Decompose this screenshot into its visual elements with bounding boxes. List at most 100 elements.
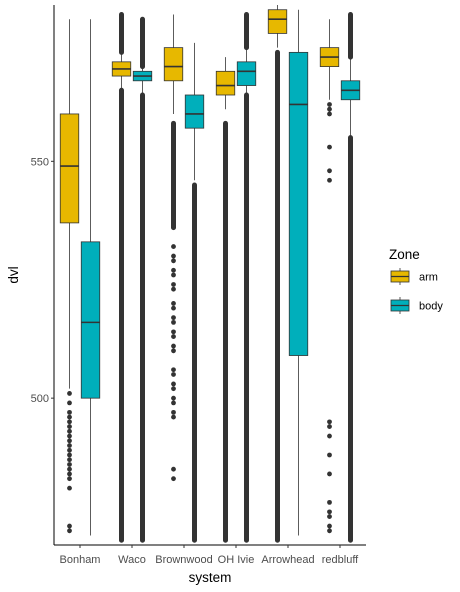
outlier-point bbox=[67, 471, 72, 477]
outlier-point bbox=[171, 334, 176, 339]
legend-item-arm: arm bbox=[390, 268, 438, 285]
outlier-point bbox=[67, 457, 72, 463]
outlier-point bbox=[67, 428, 72, 434]
y-axis-title: dvl bbox=[6, 266, 21, 283]
outlier-point bbox=[171, 343, 176, 349]
outlier-point bbox=[171, 414, 176, 420]
outlier-point bbox=[171, 386, 176, 392]
outlier-point bbox=[171, 329, 176, 335]
box-arm-arrowhead bbox=[267, 5, 288, 543]
outlier-point bbox=[327, 111, 332, 117]
outlier-point bbox=[171, 305, 176, 311]
outlier-point bbox=[327, 168, 332, 174]
box-arm-redbluff bbox=[319, 19, 340, 534]
legend-label: arm bbox=[419, 272, 438, 284]
outlier-point bbox=[171, 282, 176, 287]
box-arm-brownwood bbox=[163, 14, 184, 482]
outlier-point bbox=[67, 466, 72, 472]
legend-items: arm body bbox=[390, 268, 443, 314]
box-body-brownwood bbox=[184, 42, 205, 543]
outlier-point bbox=[67, 485, 72, 491]
outlier-point bbox=[171, 367, 176, 373]
legend: Zone arm body bbox=[389, 247, 443, 314]
box-body bbox=[215, 70, 236, 96]
outlier-point bbox=[171, 286, 176, 292]
box-body bbox=[80, 241, 101, 399]
outlier-point bbox=[327, 471, 332, 477]
outlier-point bbox=[171, 244, 176, 249]
outlier-point bbox=[327, 452, 332, 458]
outlier-point bbox=[327, 433, 332, 439]
outlier-point bbox=[67, 452, 72, 458]
axes: 500 550 Bonham Waco Brownwood OH Ivie Arrowhe… bbox=[31, 5, 366, 566]
outlier-point bbox=[67, 462, 72, 467]
x-tick-label: Waco bbox=[118, 554, 146, 566]
box-body bbox=[236, 61, 257, 86]
outlier-point bbox=[171, 267, 176, 273]
outlier-point bbox=[171, 476, 176, 482]
outlier-point bbox=[67, 400, 72, 406]
series-arm bbox=[59, 5, 340, 543]
outlier-point bbox=[171, 409, 176, 415]
outlier-point bbox=[67, 424, 72, 429]
outlier-point bbox=[327, 102, 332, 107]
box-body-waco bbox=[132, 16, 153, 543]
outlier-point bbox=[327, 144, 332, 150]
legend-label: body bbox=[419, 301, 443, 313]
box-arm-waco bbox=[111, 11, 132, 543]
outlier-point bbox=[327, 177, 332, 183]
box-arm-bonham bbox=[59, 19, 80, 534]
x-tick-label: redbluff bbox=[322, 554, 359, 566]
outlier-point bbox=[171, 348, 176, 354]
series-body bbox=[80, 9, 361, 543]
outlier-point bbox=[67, 523, 72, 529]
box-body bbox=[267, 9, 288, 34]
outlier-point bbox=[67, 447, 72, 453]
outlier-point bbox=[67, 438, 72, 444]
legend-item-body: body bbox=[390, 297, 443, 314]
outlier-point bbox=[327, 499, 332, 505]
box-arm-oh-ivie bbox=[215, 57, 236, 543]
x-tick-label: OH Ivie bbox=[218, 554, 255, 566]
box-body bbox=[59, 113, 80, 224]
outlier-point bbox=[67, 391, 72, 396]
x-axis-title: system bbox=[189, 570, 232, 585]
outlier-point bbox=[171, 319, 176, 325]
outlier-point bbox=[327, 514, 332, 519]
outlier-point bbox=[171, 466, 176, 472]
outlier-point bbox=[67, 528, 72, 534]
outlier-point bbox=[67, 443, 72, 448]
box-body-oh-ivie bbox=[236, 11, 257, 543]
outlier-point bbox=[171, 372, 176, 377]
outlier-point bbox=[327, 424, 332, 429]
outlier-point bbox=[171, 253, 176, 259]
y-tick-label: 500 bbox=[31, 393, 49, 405]
x-tick-label: Bonham bbox=[60, 554, 101, 566]
outlier-point bbox=[171, 315, 176, 321]
x-tick-label: Arrowhead bbox=[261, 554, 314, 566]
outlier-point bbox=[171, 400, 176, 406]
x-tick-label: Brownwood bbox=[155, 554, 212, 566]
box-body-bonham bbox=[80, 19, 101, 536]
box-body bbox=[184, 94, 205, 129]
y-tick-label: 550 bbox=[31, 156, 49, 168]
outlier-point bbox=[327, 528, 332, 534]
outlier-point bbox=[171, 381, 176, 387]
plot-area bbox=[59, 5, 361, 543]
outlier-point bbox=[327, 523, 332, 529]
box-body-arrowhead bbox=[288, 9, 309, 536]
box-body bbox=[288, 51, 309, 356]
box-body bbox=[163, 47, 184, 82]
outlier-point bbox=[327, 419, 332, 425]
outlier-point bbox=[327, 509, 332, 515]
outlier-point bbox=[171, 395, 176, 401]
outlier-point bbox=[67, 476, 72, 482]
y-axis-ticks: 500 550 bbox=[31, 156, 54, 405]
outlier-point bbox=[171, 272, 176, 278]
outlier-point bbox=[67, 414, 72, 420]
outlier-point bbox=[67, 409, 72, 415]
outlier-point bbox=[171, 301, 176, 306]
outlier-point bbox=[67, 433, 72, 439]
outlier-point bbox=[327, 106, 332, 112]
